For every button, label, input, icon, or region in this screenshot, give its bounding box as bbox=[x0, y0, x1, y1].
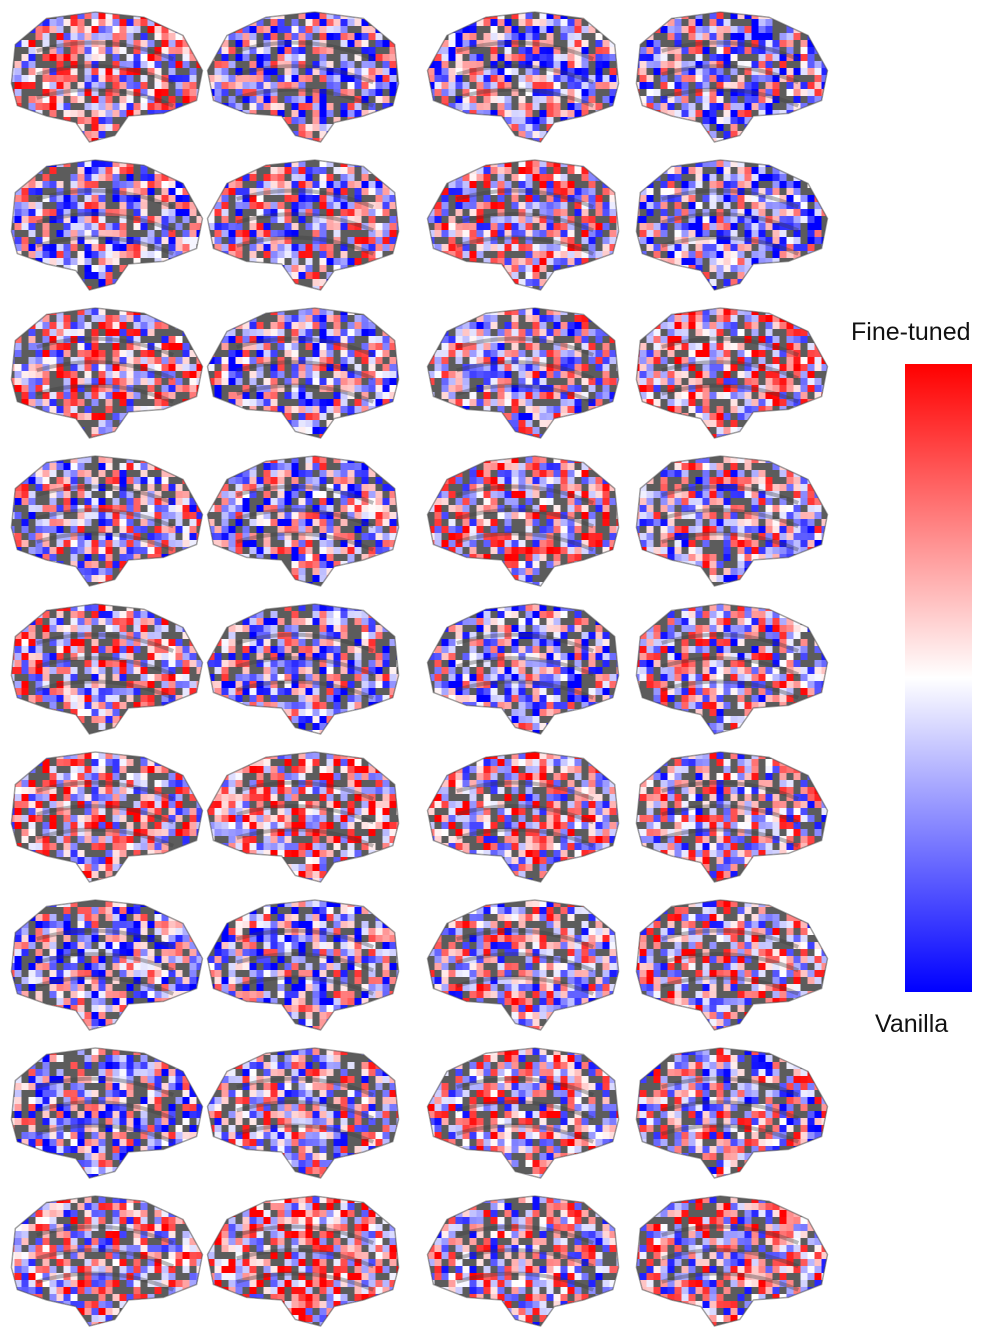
brain-surface-medial-view bbox=[427, 1196, 619, 1326]
colorbar-top-label: Fine-tuned bbox=[851, 318, 971, 346]
brain-outline bbox=[10, 603, 204, 735]
brain-outline bbox=[206, 11, 400, 143]
brain-outline bbox=[206, 899, 400, 1031]
brain-outline bbox=[10, 899, 204, 1031]
brain-outline bbox=[426, 899, 620, 1031]
brain-outline bbox=[206, 1195, 400, 1327]
brain-outline bbox=[635, 603, 829, 735]
brain-surface-lateral-view bbox=[207, 1196, 399, 1326]
brain-surface-medial-view bbox=[427, 900, 619, 1030]
brain-outline bbox=[635, 1047, 829, 1179]
brain-outline bbox=[635, 11, 829, 143]
brain-outline bbox=[10, 307, 204, 439]
brain-outline bbox=[426, 1195, 620, 1327]
brain-surface-lateral-view bbox=[207, 456, 399, 586]
brain-surface-medial-view bbox=[427, 604, 619, 734]
brain-outline bbox=[206, 159, 400, 291]
brain-surface-lateral-view bbox=[207, 900, 399, 1030]
brain-outline bbox=[10, 11, 204, 143]
brain-outline bbox=[426, 307, 620, 439]
brain-outline bbox=[10, 159, 204, 291]
brain-surface-lateral-view bbox=[207, 1048, 399, 1178]
brain-surface-lateral-view bbox=[207, 12, 399, 142]
brain-outline bbox=[635, 307, 829, 439]
brain-outline bbox=[635, 455, 829, 587]
brain-outline bbox=[635, 1195, 829, 1327]
brain-surface-lateral-view bbox=[207, 160, 399, 290]
brain-surface-lateral-view bbox=[207, 308, 399, 438]
brain-outline bbox=[206, 1047, 400, 1179]
brain-surface-medial-view bbox=[427, 160, 619, 290]
brain-outline bbox=[426, 11, 620, 143]
brain-outline bbox=[426, 751, 620, 883]
brain-outline bbox=[426, 455, 620, 587]
brain-outline bbox=[10, 751, 204, 883]
brain-surface-lateral-view bbox=[207, 604, 399, 734]
brain-outline bbox=[635, 159, 829, 291]
brain-outline bbox=[10, 1195, 204, 1327]
brain-outline bbox=[206, 307, 400, 439]
brain-surface-medial-view bbox=[427, 752, 619, 882]
colorbar bbox=[905, 364, 972, 992]
brain-surface-lateral-view bbox=[11, 1048, 203, 1178]
brain-outline bbox=[635, 899, 829, 1031]
brain-outline bbox=[426, 1047, 620, 1179]
brain-outline bbox=[206, 751, 400, 883]
brain-surface-medial-view bbox=[427, 1048, 619, 1178]
brain-outline bbox=[635, 751, 829, 883]
brain-surface-medial-view bbox=[636, 1048, 828, 1178]
brain-outline bbox=[10, 1047, 204, 1179]
brain-outline bbox=[426, 159, 620, 291]
brain-outline bbox=[10, 455, 204, 587]
brain-outline bbox=[206, 455, 400, 587]
brain-outline bbox=[206, 603, 400, 735]
brain-outline bbox=[426, 603, 620, 735]
colorbar-bottom-label: Vanilla bbox=[875, 1010, 949, 1038]
brain-surface-medial-view bbox=[427, 456, 619, 586]
brain-surface-lateral-view bbox=[207, 752, 399, 882]
brain-surface-medial-view bbox=[427, 308, 619, 438]
brain-surface-medial-view bbox=[427, 12, 619, 142]
